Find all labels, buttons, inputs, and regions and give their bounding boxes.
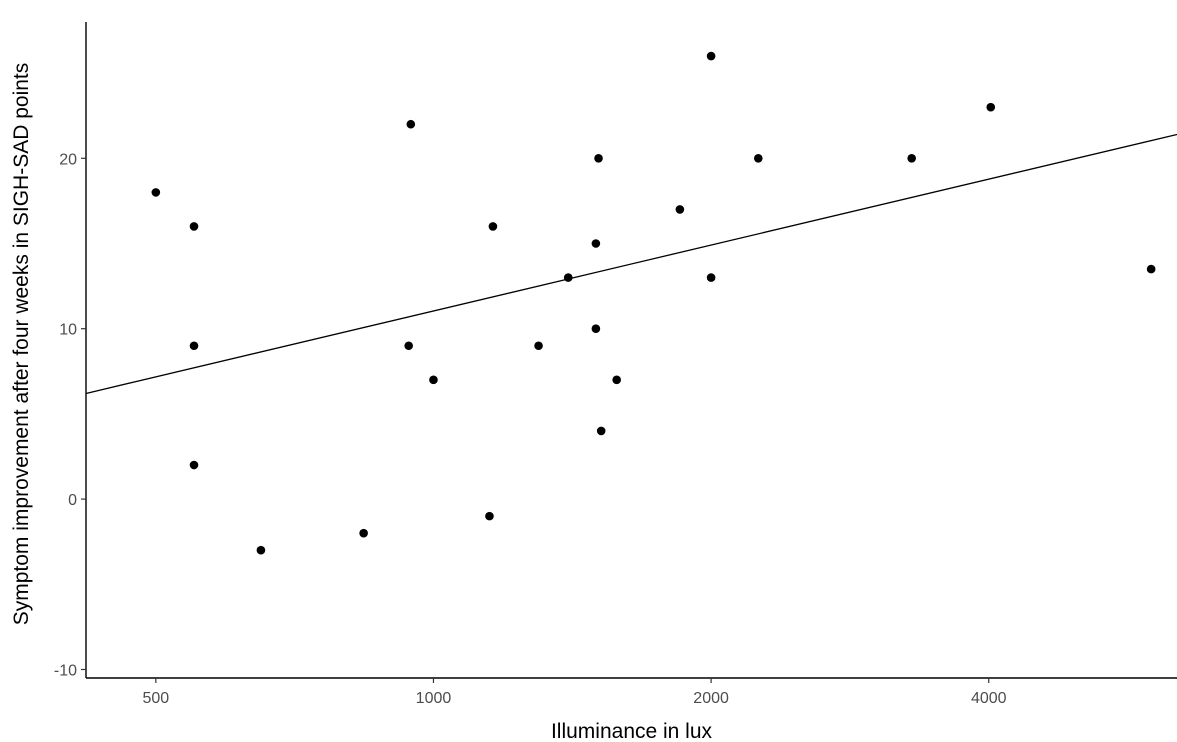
points-layer [151, 51, 1156, 555]
y-axis-title: Symptom improvement after four weeks in … [10, 63, 33, 626]
axes-layer [85, 22, 1177, 679]
data-point [986, 102, 996, 112]
data-point [359, 528, 368, 538]
y-tick-label: 20 [59, 151, 77, 168]
y-tick-label: 10 [59, 322, 77, 339]
data-point [596, 426, 606, 436]
data-point [404, 341, 413, 351]
data-point [189, 460, 199, 470]
x-tick-label: 1000 [416, 690, 452, 707]
data-point [189, 222, 199, 231]
data-point [563, 273, 573, 282]
data-point [594, 154, 603, 163]
data-point [675, 205, 685, 214]
data-point [753, 154, 763, 163]
data-point [189, 341, 199, 351]
data-point [591, 324, 601, 334]
regression-line [85, 133, 1177, 395]
data-point [406, 119, 416, 129]
x-tick-label: 4000 [971, 690, 1007, 707]
data-point [591, 239, 601, 248]
y-tick-label: 0 [68, 492, 77, 509]
data-point [485, 511, 494, 521]
data-point [1146, 264, 1156, 274]
y-tick-label: -10 [54, 662, 77, 679]
data-point [488, 222, 498, 231]
data-point [429, 375, 438, 385]
x-tick-label: 500 [142, 690, 169, 707]
data-point [534, 341, 543, 351]
x-axis-title: Illuminance in lux [551, 720, 713, 742]
ticks-layer: 500 1000 2000 4000 -10 0 10 20 [54, 151, 1007, 707]
data-point [256, 545, 266, 555]
data-point [907, 154, 916, 163]
data-point [612, 375, 621, 385]
fit-layer [85, 133, 1177, 395]
x-tick-label: 2000 [693, 690, 729, 707]
data-point [151, 188, 161, 197]
data-point [706, 273, 716, 282]
data-point [706, 51, 716, 61]
